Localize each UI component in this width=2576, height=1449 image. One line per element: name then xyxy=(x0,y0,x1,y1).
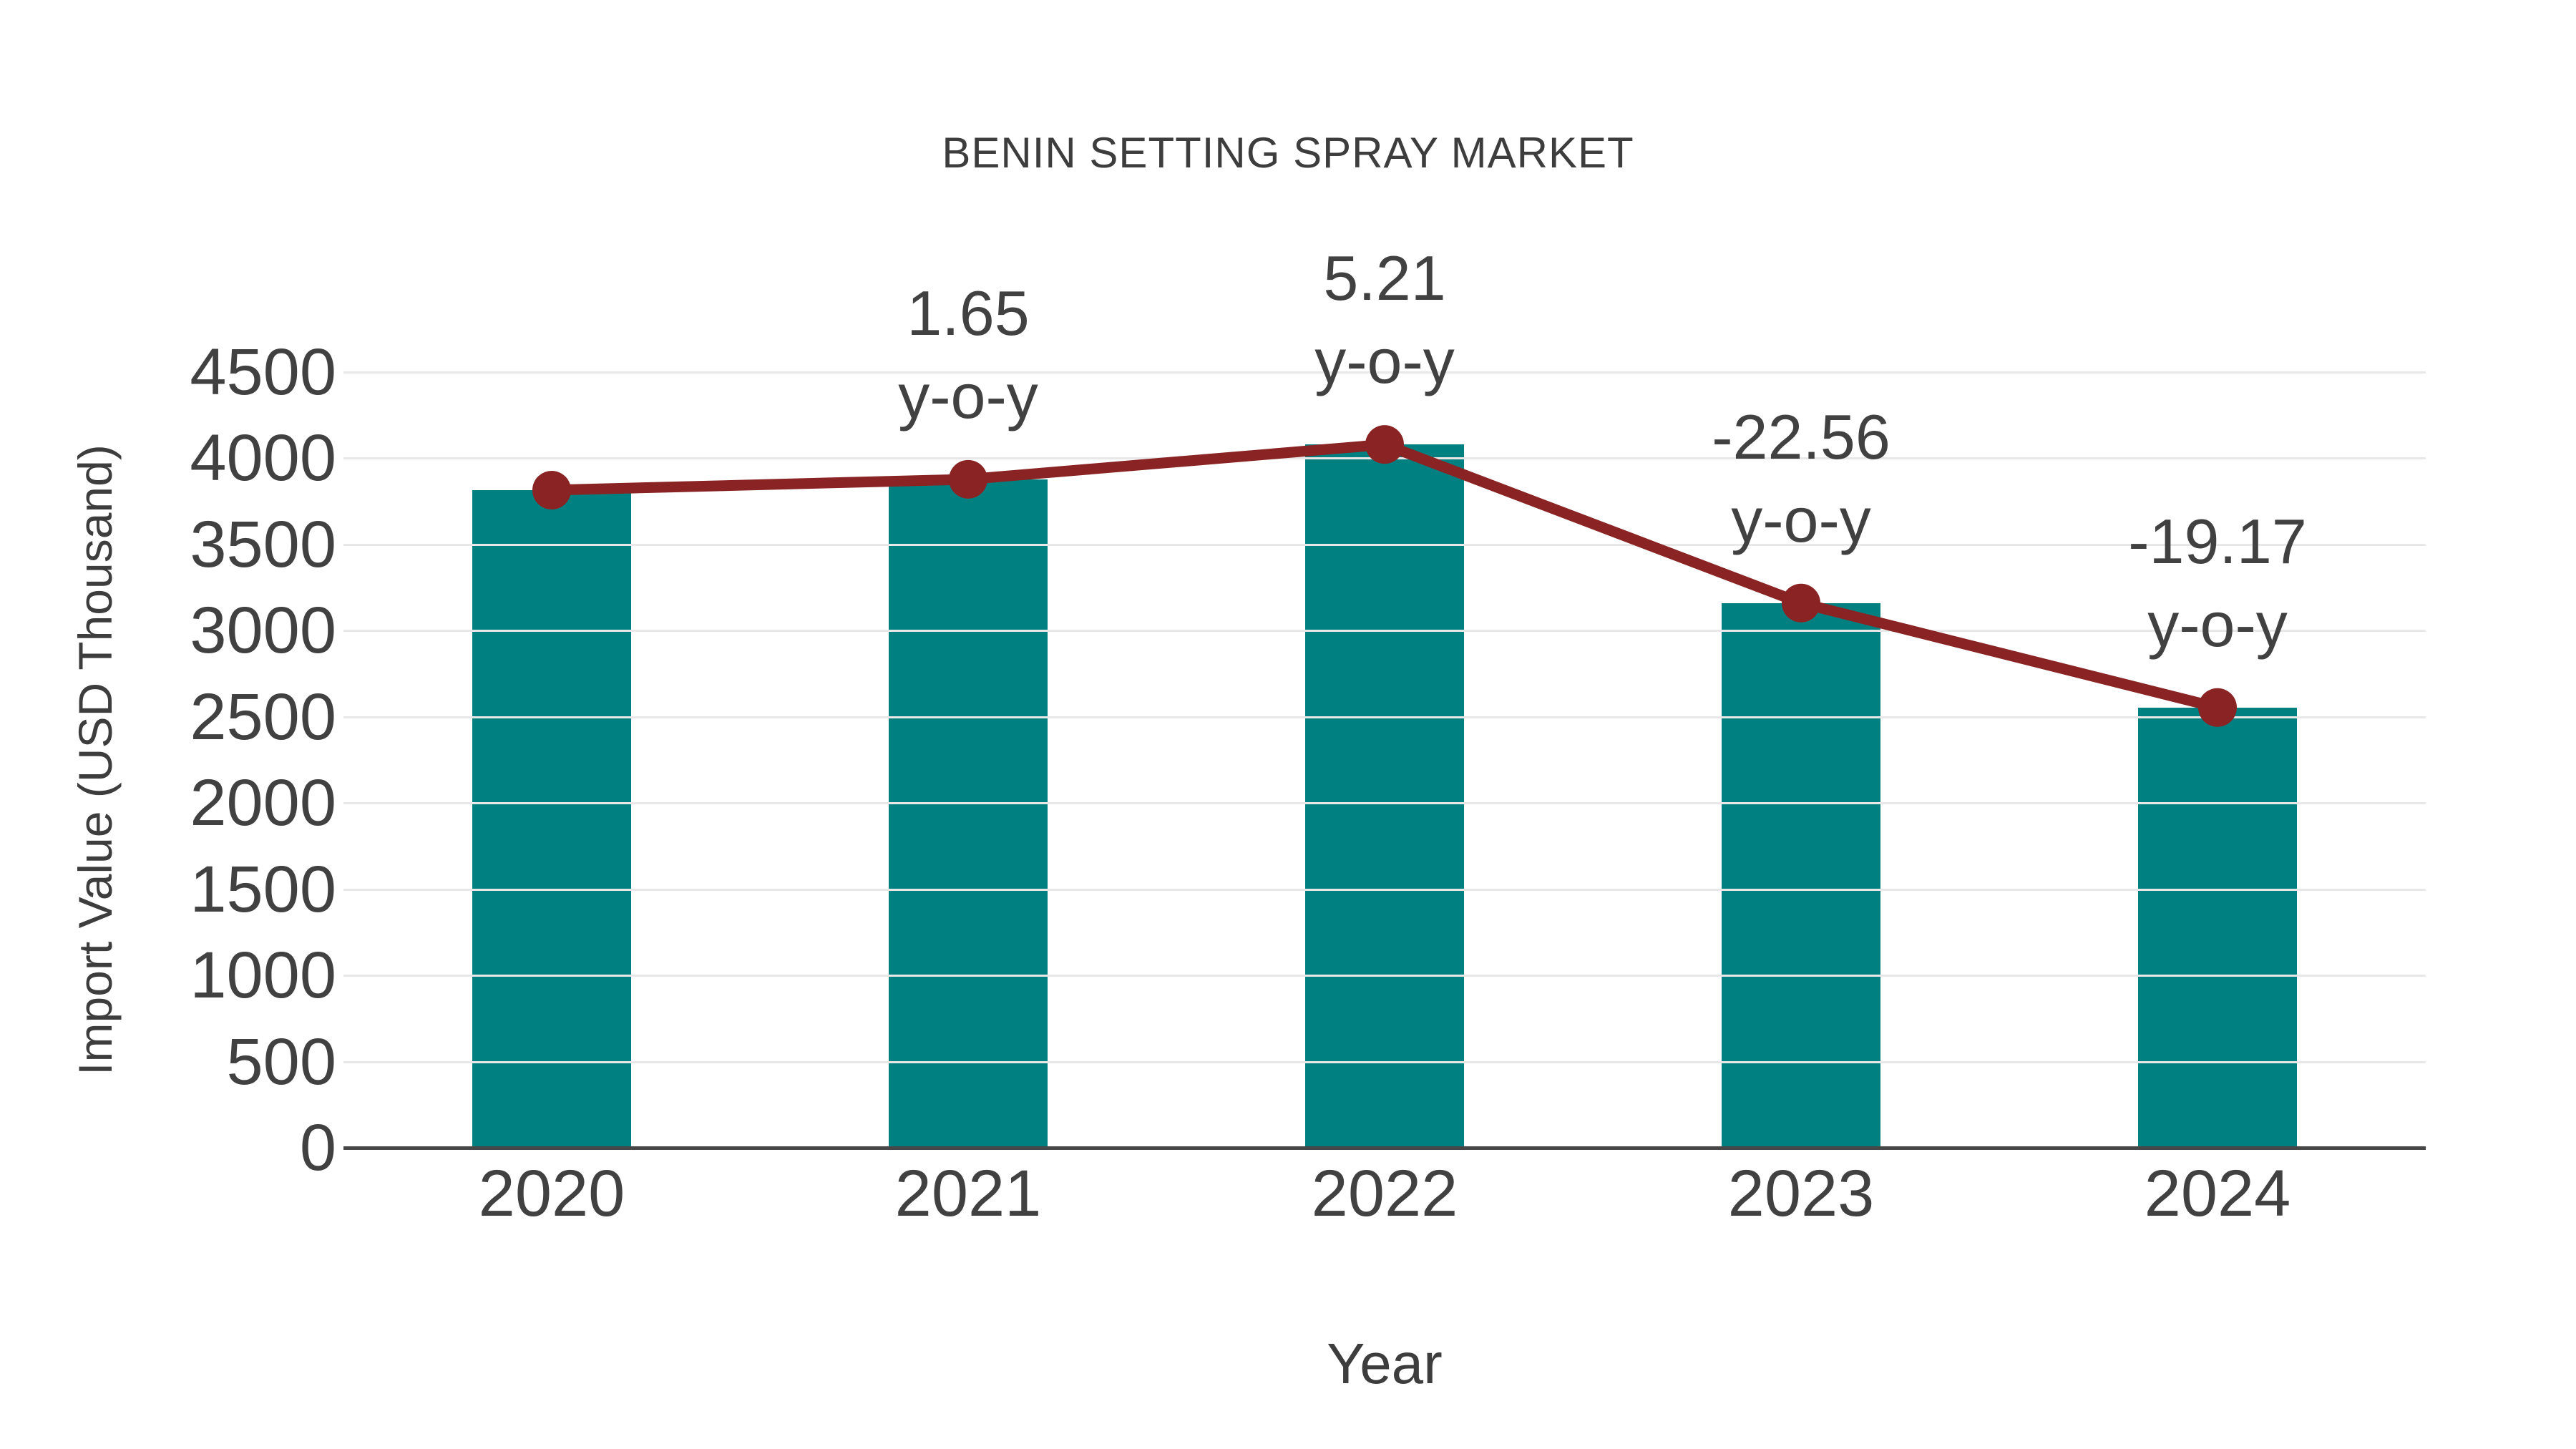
gridline-1500 xyxy=(343,888,2426,891)
y-tick-label-3500: 3500 xyxy=(190,507,336,581)
line-marker-2022 xyxy=(1365,425,1404,464)
y-tick-label-2500: 2500 xyxy=(190,680,336,753)
bar-2022 xyxy=(1305,444,1464,1148)
x-axis-baseline xyxy=(343,1146,2426,1150)
x-axis-title: Year xyxy=(1327,1332,1443,1395)
gridline-3500 xyxy=(343,543,2426,546)
gridline-500 xyxy=(343,1060,2426,1063)
y-tick-label-4500: 4500 xyxy=(190,336,336,409)
yoy-value-2023: -22.56 xyxy=(1712,401,1890,472)
yoy-suffix-2021: y-o-y xyxy=(898,360,1038,431)
gridline-2000 xyxy=(343,802,2426,805)
yoy-suffix-2024: y-o-y xyxy=(2147,588,2288,660)
bar-2020 xyxy=(472,490,631,1148)
bar-2021 xyxy=(889,479,1048,1148)
yoy-annotation-2022: 5.21 y-o-y xyxy=(1199,237,1571,403)
y-tick-label-1000: 1000 xyxy=(190,939,336,1013)
line-marker-2021 xyxy=(949,459,987,499)
y-tick-label-2000: 2000 xyxy=(190,766,336,840)
x-tick-label-2021: 2021 xyxy=(894,1157,1042,1230)
bar-2023 xyxy=(1722,602,1880,1148)
y-tick-label-3000: 3000 xyxy=(190,594,336,668)
yoy-value-2021: 1.65 xyxy=(907,277,1030,348)
x-tick-label-2020: 2020 xyxy=(478,1157,625,1230)
y-tick-label-500: 500 xyxy=(226,1025,337,1098)
gridline-3000 xyxy=(343,630,2426,633)
gridline-1000 xyxy=(343,975,2426,977)
x-tick-label-2022: 2022 xyxy=(1311,1157,1458,1230)
line-marker-2023 xyxy=(1782,583,1820,623)
yoy-annotation-2024: -19.17 y-o-y xyxy=(2031,500,2404,666)
yoy-value-2022: 5.21 xyxy=(1323,243,1446,314)
yoy-annotation-2021: 1.65 y-o-y xyxy=(782,272,1154,438)
x-tick-label-2024: 2024 xyxy=(2144,1157,2291,1230)
x-tick-label-2023: 2023 xyxy=(1727,1157,1875,1230)
y-tick-label-4000: 4000 xyxy=(190,421,336,495)
yoy-suffix-2023: y-o-y xyxy=(1731,484,1871,555)
yoy-annotation-2023: -22.56 y-o-y xyxy=(1615,396,1987,562)
y-tick-label-0: 0 xyxy=(299,1111,336,1184)
yoy-value-2024: -19.17 xyxy=(2128,505,2307,577)
line-marker-2020 xyxy=(532,471,571,510)
y-tick-label-1500: 1500 xyxy=(190,852,336,926)
gridline-2500 xyxy=(343,716,2426,718)
chart-title: BENIN SETTING SPRAY MARKET xyxy=(942,129,1634,177)
gridline-4500 xyxy=(343,371,2426,374)
yoy-suffix-2022: y-o-y xyxy=(1314,326,1455,397)
bar-2024 xyxy=(2138,707,2297,1148)
line-marker-2024 xyxy=(2198,688,2237,727)
